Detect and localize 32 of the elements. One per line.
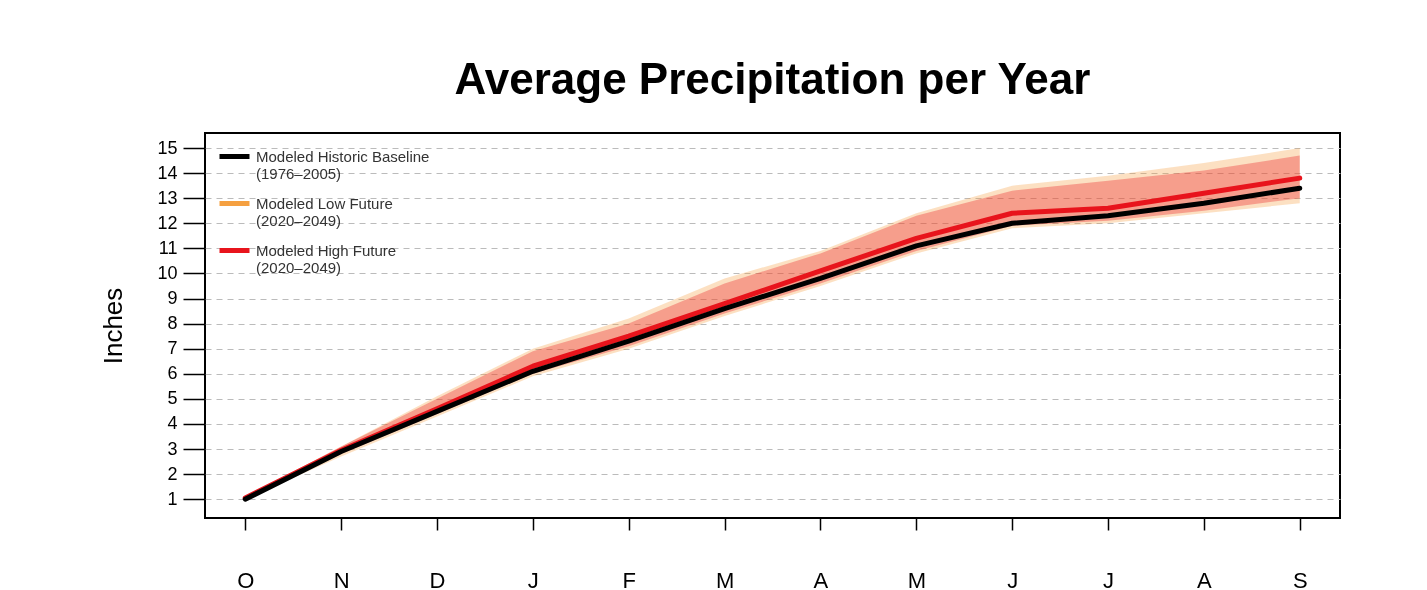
y-tick-label: 12 [157,212,178,233]
legend-label: Modeled High Future (2020–2049) [256,241,397,276]
y-axis-title: Inches [98,287,129,365]
y-tick-label: 13 [157,187,178,208]
y-tick-label: 1 [167,488,178,509]
y-tick-label: 2 [167,463,178,484]
x-tick-label: O [237,567,255,590]
y-tick-label: 14 [157,162,178,183]
x-tick-label: A [813,567,829,590]
x-tick-label: S [1292,567,1308,590]
y-tick-label: 5 [167,388,178,409]
x-tick-label: D [429,567,446,590]
y-tick-label: 9 [167,288,178,309]
y-tick-label: 6 [167,363,178,384]
x-tick-label: N [333,567,350,590]
x-tick-label: M [715,567,735,590]
x-tick-label: J [1103,567,1115,590]
y-tick-label: 11 [158,237,178,258]
y-tick-label: 15 [157,137,178,158]
x-tick-label: J [1007,567,1019,590]
y-tick-label: 8 [167,313,178,334]
legend-label: Modeled Low Future (2020–2049) [256,194,393,229]
chart-title: Average Precipitation per Year [454,54,1091,103]
y-tick-label: 7 [167,338,178,359]
x-tick-label: J [527,567,539,590]
x-tick-label: M [907,567,926,590]
y-tick-label: 4 [167,413,178,434]
x-tick-label: A [1197,567,1213,590]
legend-label: Modeled Historic Baseline (1976–2005) [256,147,430,182]
x-tick-label: F [622,567,636,590]
y-tick-label: 10 [157,262,178,283]
y-tick-label: 3 [167,438,178,459]
